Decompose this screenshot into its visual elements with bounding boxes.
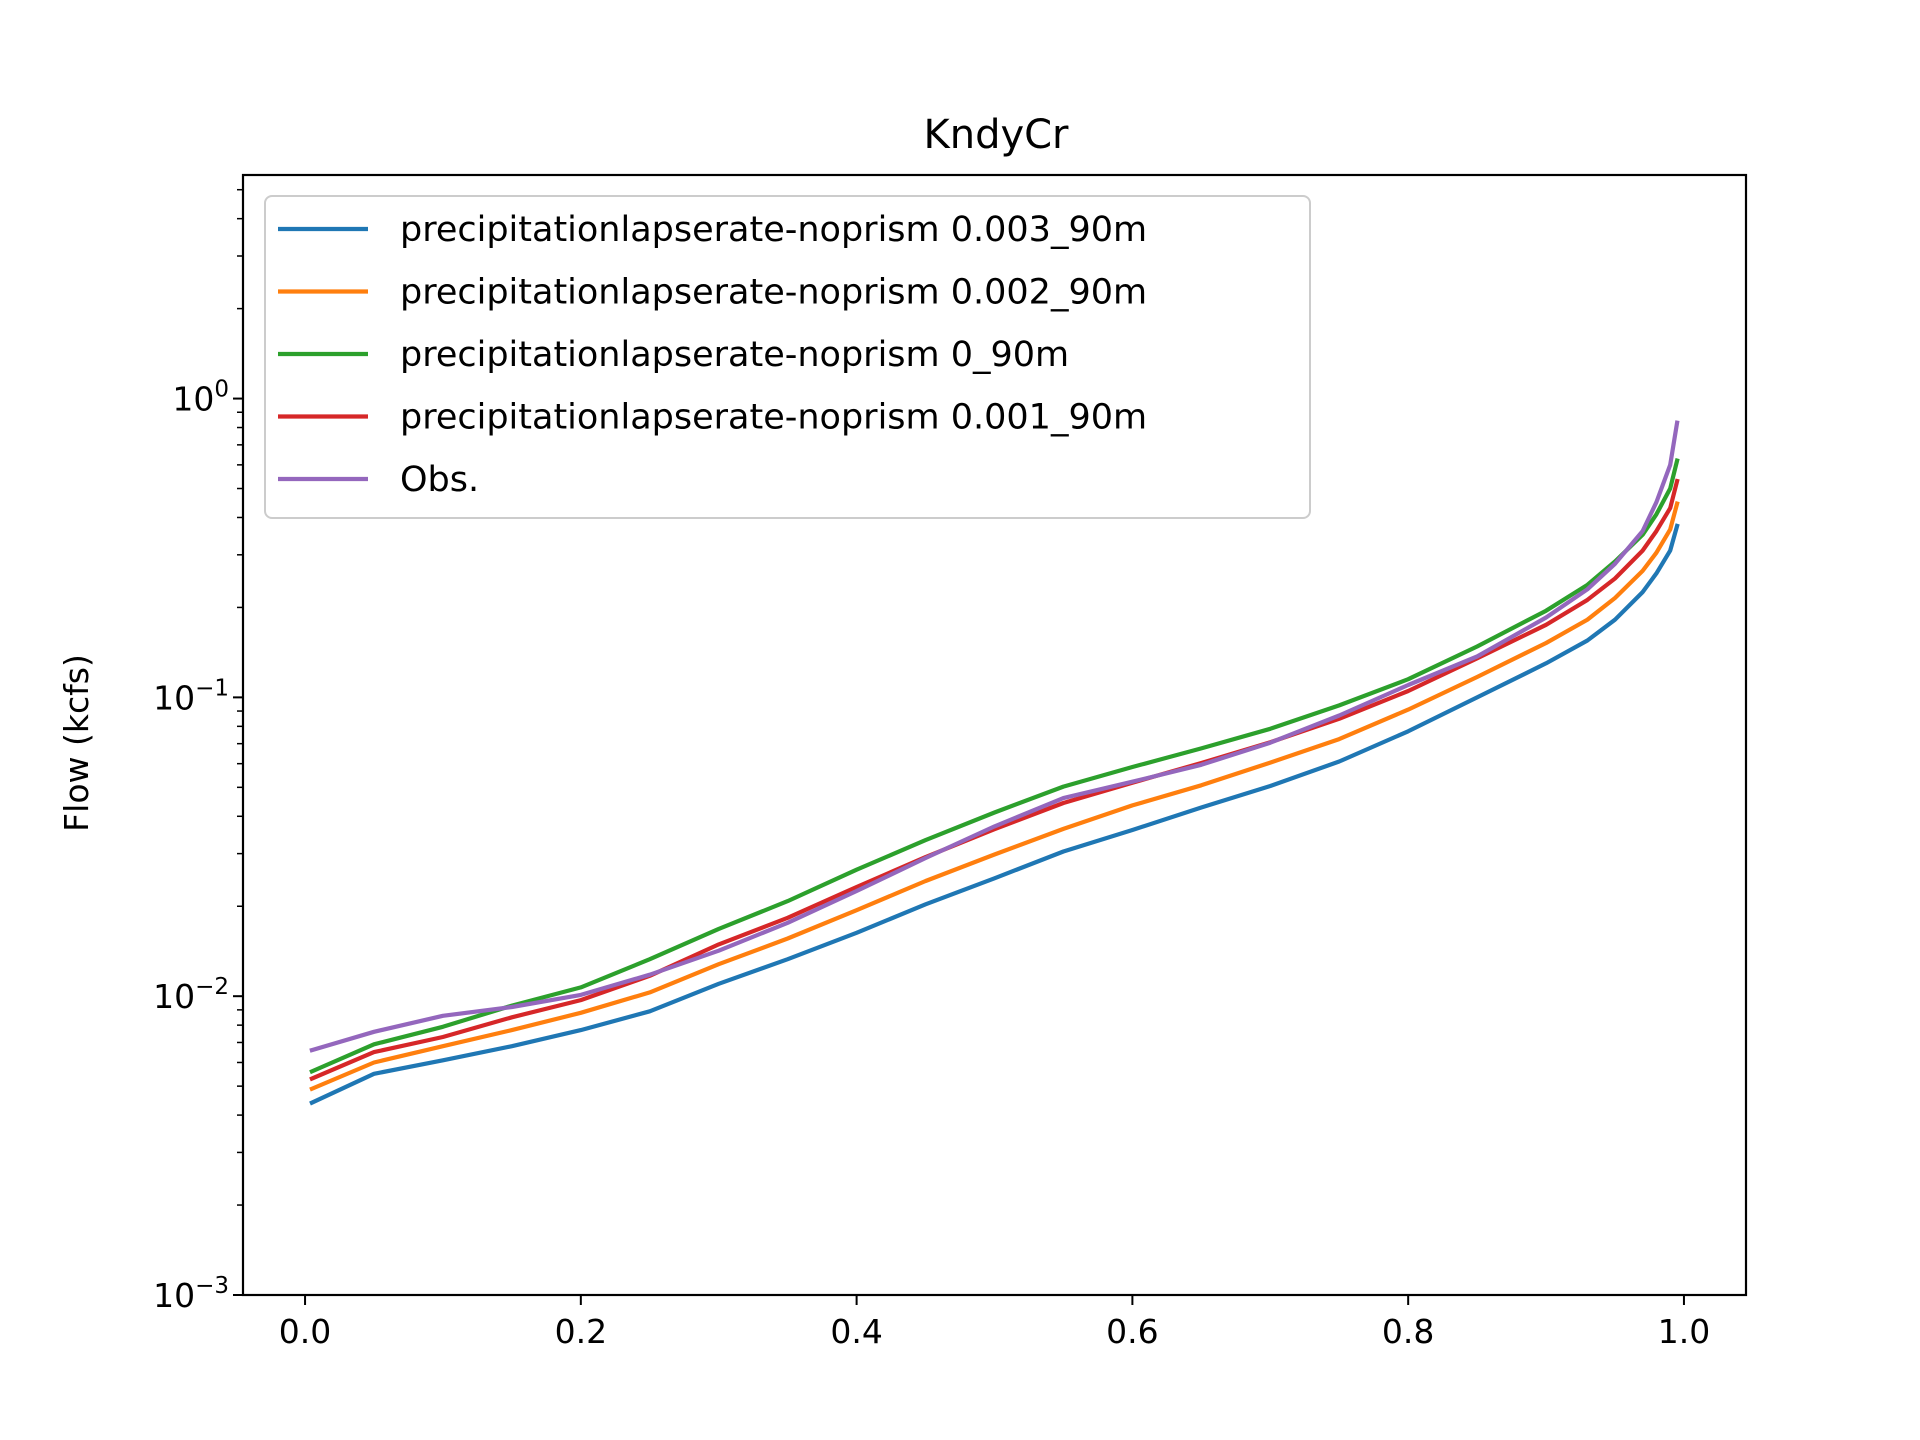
y-axis-label: Flow (kcfs) xyxy=(57,654,96,832)
x-tick-label-2: 0.4 xyxy=(830,1312,882,1351)
plot-lines xyxy=(309,420,1680,1106)
x-tick-label-4: 0.8 xyxy=(1382,1312,1434,1351)
legend-box xyxy=(264,195,1311,519)
y-tick-label-2: 10−1 xyxy=(153,675,229,717)
x-tick-label-3: 0.6 xyxy=(1106,1312,1158,1351)
x-tick-label-5: 1.0 xyxy=(1658,1312,1710,1351)
y-tick-label-1: 10−2 xyxy=(153,974,229,1016)
series-line-0 xyxy=(309,523,1680,1106)
x-tick-label-0: 0.0 xyxy=(279,1312,331,1351)
chart-title: KndyCr xyxy=(923,112,1069,158)
legend-label-1: precipitationlapserate-noprism 0.002_90m xyxy=(400,273,1147,313)
y-axis-ticks: 10−3 10−2 10−1 100 xyxy=(153,188,243,1315)
axes-frame xyxy=(241,173,1748,1297)
legend-label-3: precipitationlapserate-noprism 0.001_90m xyxy=(400,398,1147,438)
series-line-4 xyxy=(309,420,1680,1053)
legend-label-2: precipitationlapserate-noprism 0_90m xyxy=(400,335,1069,375)
x-axis-ticks: 0.0 0.2 0.4 0.6 0.8 1.0 xyxy=(279,1295,1710,1351)
series-line-1 xyxy=(309,501,1680,1092)
x-tick-label-1: 0.2 xyxy=(555,1312,607,1351)
y-tick-label-0: 10−3 xyxy=(153,1273,229,1315)
legend-label-4: Obs. xyxy=(400,460,479,500)
plot-area-border xyxy=(241,173,1748,1297)
y-tick-label-3: 100 xyxy=(172,377,229,419)
legend: precipitationlapserate-noprism 0.003_90m… xyxy=(264,195,1311,519)
legend-label-0: precipitationlapserate-noprism 0.003_90m xyxy=(400,210,1147,250)
